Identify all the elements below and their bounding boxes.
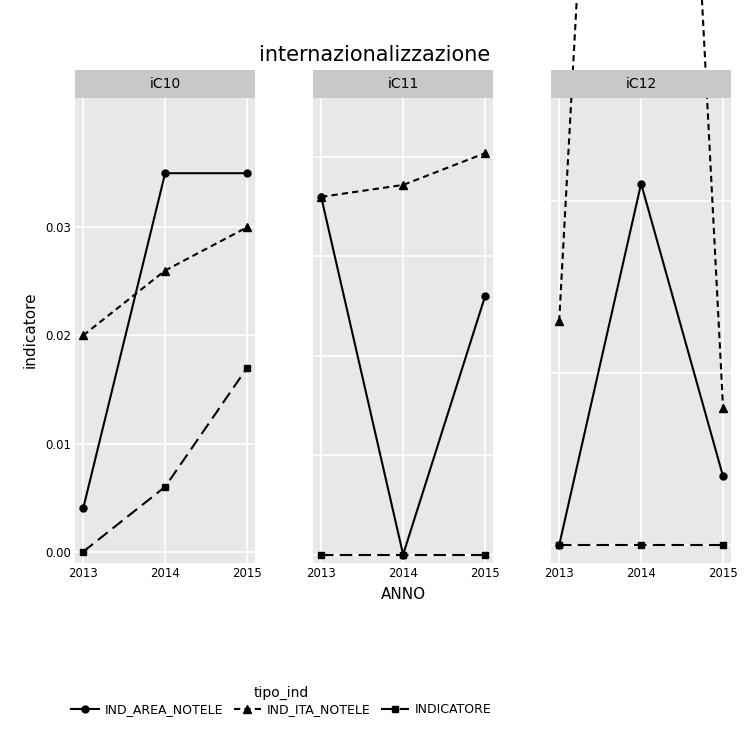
- Y-axis label: indicatore: indicatore: [23, 292, 38, 368]
- FancyBboxPatch shape: [313, 70, 494, 98]
- Text: iC11: iC11: [388, 76, 418, 91]
- Legend: IND_AREA_NOTELE, IND_ITA_NOTELE, INDICATORE: IND_AREA_NOTELE, IND_ITA_NOTELE, INDICAT…: [66, 680, 497, 722]
- Text: iC12: iC12: [626, 76, 657, 91]
- Text: iC10: iC10: [149, 76, 181, 91]
- FancyBboxPatch shape: [75, 70, 255, 98]
- FancyBboxPatch shape: [551, 70, 731, 98]
- Text: internazionalizzazione: internazionalizzazione: [260, 45, 490, 65]
- X-axis label: ANNO: ANNO: [380, 586, 426, 602]
